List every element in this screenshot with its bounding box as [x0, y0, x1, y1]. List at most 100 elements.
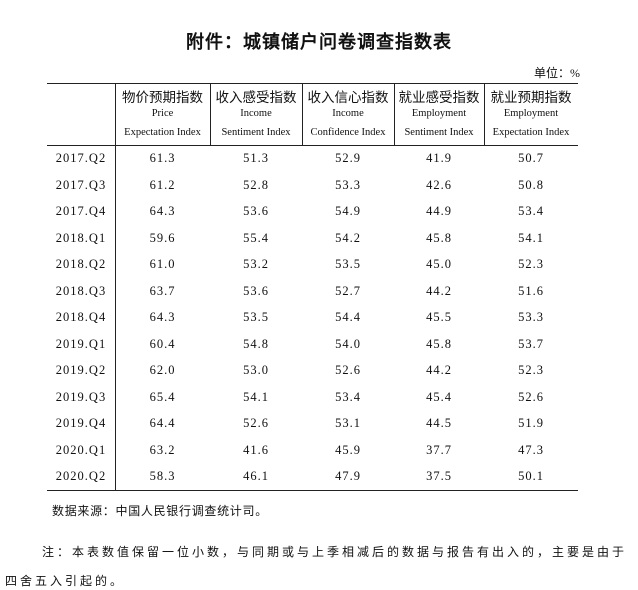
cell: 61.2 — [149, 177, 176, 192]
cell: 50.7 — [518, 151, 544, 165]
cell: 63.7 — [149, 283, 176, 298]
row-label: 2019.Q1 — [55, 336, 107, 351]
cell: 44.2 — [426, 283, 452, 298]
rule — [47, 489, 578, 491]
cell: 52.6 — [518, 389, 544, 404]
cell: 41.9 — [426, 151, 452, 165]
cell: 61.0 — [149, 257, 176, 271]
cell: 53.7 — [518, 336, 544, 351]
cell: 53.0 — [243, 363, 269, 377]
cell: 54.2 — [335, 230, 361, 245]
cell: 65.4 — [149, 389, 176, 404]
row-label: 2018.Q1 — [55, 230, 107, 245]
cell: 52.7 — [335, 283, 361, 298]
cell: 53.6 — [243, 204, 269, 218]
column-header-en: Sentiment Index — [404, 127, 474, 138]
title: 附件：城镇储户问卷调查指数表 — [186, 32, 452, 52]
cell: 47.3 — [518, 442, 544, 457]
column-header: 收入感受指数 — [215, 90, 297, 105]
cell: 45.4 — [426, 389, 452, 404]
rule — [115, 83, 116, 490]
rule — [302, 83, 303, 145]
row-label: 2019.Q4 — [55, 416, 107, 430]
cell: 53.6 — [243, 283, 269, 298]
cell: 62.0 — [149, 363, 176, 377]
rule — [484, 83, 485, 145]
cell: 64.3 — [149, 204, 176, 218]
cell: 63.2 — [149, 442, 176, 457]
cell: 61.3 — [149, 151, 176, 165]
cell: 51.3 — [243, 151, 269, 165]
source: 数据来源：中国人民银行调查统计司。 — [52, 504, 268, 518]
cell: 37.5 — [426, 469, 452, 483]
cell: 53.3 — [335, 177, 361, 192]
row-label: 2017.Q2 — [55, 151, 107, 165]
cell: 42.6 — [426, 177, 452, 192]
column-header: 就业预期指数 — [490, 90, 572, 105]
column-header-en: Sentiment Index — [221, 127, 291, 138]
cell: 53.5 — [243, 310, 269, 324]
cell: 54.8 — [243, 336, 269, 351]
column-header: 物价预期指数 — [122, 90, 203, 105]
cell: 53.5 — [335, 257, 361, 271]
column-header-en: Employment — [411, 108, 467, 119]
cell: 55.4 — [243, 230, 269, 245]
cell: 53.3 — [518, 310, 544, 324]
rule — [394, 83, 395, 145]
column-header-en: Expectation Index — [124, 127, 201, 138]
rule — [47, 83, 578, 84]
cell: 52.3 — [518, 363, 544, 377]
column-header-en: Income — [332, 108, 364, 119]
cell: 51.6 — [518, 283, 544, 298]
cell: 41.6 — [243, 442, 269, 457]
cell: 54.1 — [518, 230, 544, 245]
cell: 54.9 — [335, 204, 361, 218]
column-header: 收入信心指数 — [307, 90, 389, 105]
row-label: 2020.Q1 — [55, 442, 107, 457]
row-label: 2019.Q3 — [55, 389, 107, 404]
cell: 52.3 — [518, 257, 544, 271]
cell: 50.1 — [518, 469, 544, 483]
row-label: 2019.Q2 — [55, 363, 107, 377]
cell: 53.2 — [243, 257, 269, 271]
cell: 52.8 — [243, 177, 269, 192]
cell: 53.4 — [335, 389, 361, 404]
row-label: 2017.Q4 — [55, 204, 107, 218]
rule — [210, 83, 211, 145]
cell: 54.1 — [243, 389, 269, 404]
cell: 45.8 — [426, 336, 452, 351]
cell: 54.0 — [335, 336, 361, 351]
column-header-en: Employment — [503, 108, 559, 119]
cell: 60.4 — [149, 336, 176, 351]
unit: 单位：% — [534, 66, 580, 80]
cell: 54.4 — [335, 310, 361, 324]
cell: 47.9 — [335, 469, 361, 483]
cell: 44.5 — [426, 416, 452, 430]
cell: 53.4 — [518, 204, 544, 218]
row-label: 2017.Q3 — [55, 177, 107, 192]
rule — [47, 145, 578, 146]
cell: 58.3 — [149, 469, 176, 483]
column-header-en: Expectation Index — [492, 127, 570, 138]
row-label: 2018.Q2 — [55, 257, 107, 271]
cell: 52.6 — [243, 416, 269, 430]
cell: 37.7 — [426, 442, 452, 457]
cell: 50.8 — [518, 177, 544, 192]
cell: 59.6 — [149, 230, 176, 245]
cell: 44.9 — [426, 204, 452, 218]
cell: 51.9 — [518, 416, 544, 430]
cell: 45.9 — [335, 442, 361, 457]
row-label: 2020.Q2 — [55, 469, 107, 483]
note: 注：本表数值保留一位小数，与同期或与上季相减后的数据与报告有出入的，主要是由于四… — [5, 545, 628, 588]
column-header-en: Confidence Index — [310, 127, 386, 138]
column-header-en: Price — [151, 108, 174, 119]
cell: 45.8 — [426, 230, 452, 245]
column-header: 就业感受指数 — [398, 90, 480, 105]
cell: 44.2 — [426, 363, 452, 377]
column-header-en: Income — [240, 108, 272, 119]
cell: 46.1 — [243, 469, 269, 483]
cell: 52.6 — [335, 363, 361, 377]
cell: 52.9 — [335, 151, 361, 165]
cell: 45.5 — [426, 310, 452, 324]
